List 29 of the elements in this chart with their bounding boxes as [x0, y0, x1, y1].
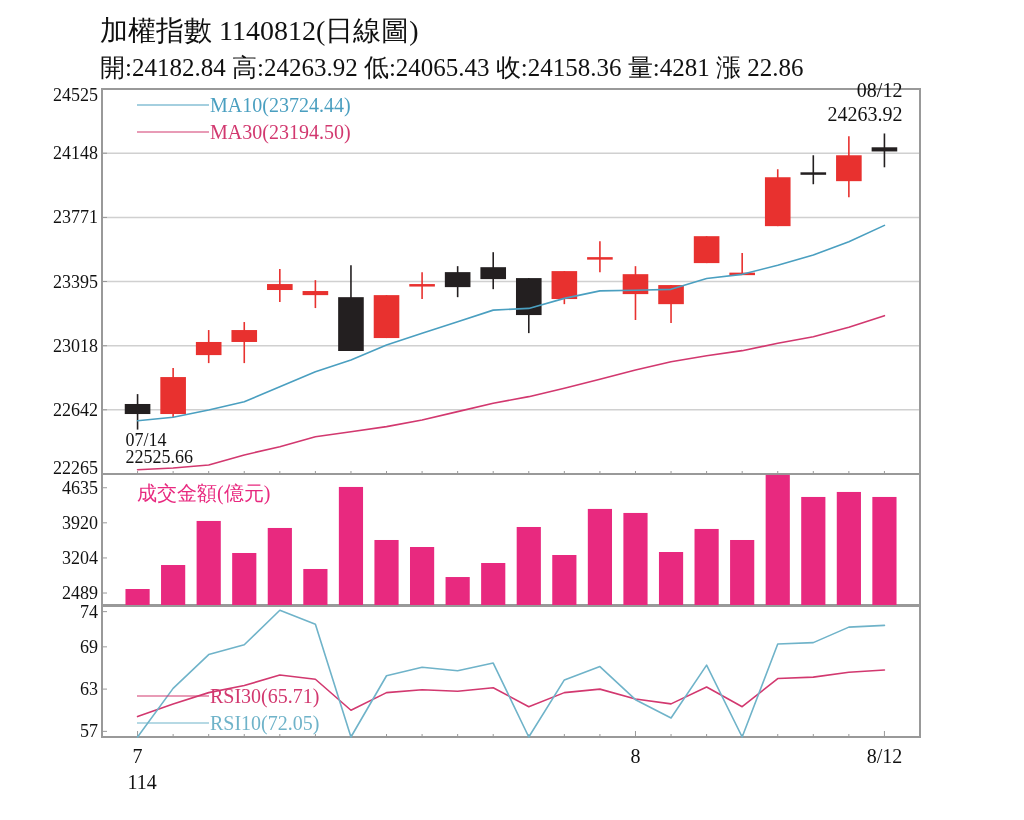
legend-label: MA10(23724.44) [210, 94, 351, 117]
y-tick-label: 69 [80, 636, 98, 657]
y-tick-label: 3920 [62, 512, 98, 533]
annotation: 08/12 [856, 79, 903, 102]
y-tick-label: 3204 [62, 547, 98, 568]
series-label: 成交金額(億元) [137, 482, 271, 505]
y-tick-label: 2489 [62, 583, 98, 604]
y-tick-label: 23018 [53, 335, 98, 356]
y-tick-label: 23395 [53, 271, 98, 292]
x-tick-label: 8 [630, 745, 641, 767]
annotation: 24263.92 [827, 103, 903, 126]
y-tick-label: 22265 [53, 458, 98, 478]
y-tick-label: 23771 [53, 207, 98, 228]
legend-label: RSI30(65.71) [210, 685, 320, 708]
x-tick-label: 8/12 [866, 745, 903, 767]
y-tick-label: 63 [80, 679, 98, 700]
y-tick-label: 57 [80, 721, 98, 741]
chart-title: 加權指數 1140812(日線圖) [100, 15, 419, 46]
legend-label: MA30(23194.50) [210, 121, 351, 144]
y-tick-label: 24148 [53, 143, 98, 164]
line-series [136, 609, 886, 738]
legend-label: RSI10(72.05) [210, 712, 320, 735]
y-tick-label: 4635 [62, 477, 98, 498]
text: 114 [127, 771, 157, 793]
y-tick-label: 22642 [53, 399, 98, 420]
y-tick-label: 74 [80, 602, 98, 622]
x-tick-label: 7 [132, 745, 143, 767]
chart-subtitle: 開:24182.84 高:24263.92 低:24065.43 收:24158.36 量:4281 漲 22.86 [100, 54, 804, 81]
y-tick-label: 24525 [53, 85, 98, 105]
